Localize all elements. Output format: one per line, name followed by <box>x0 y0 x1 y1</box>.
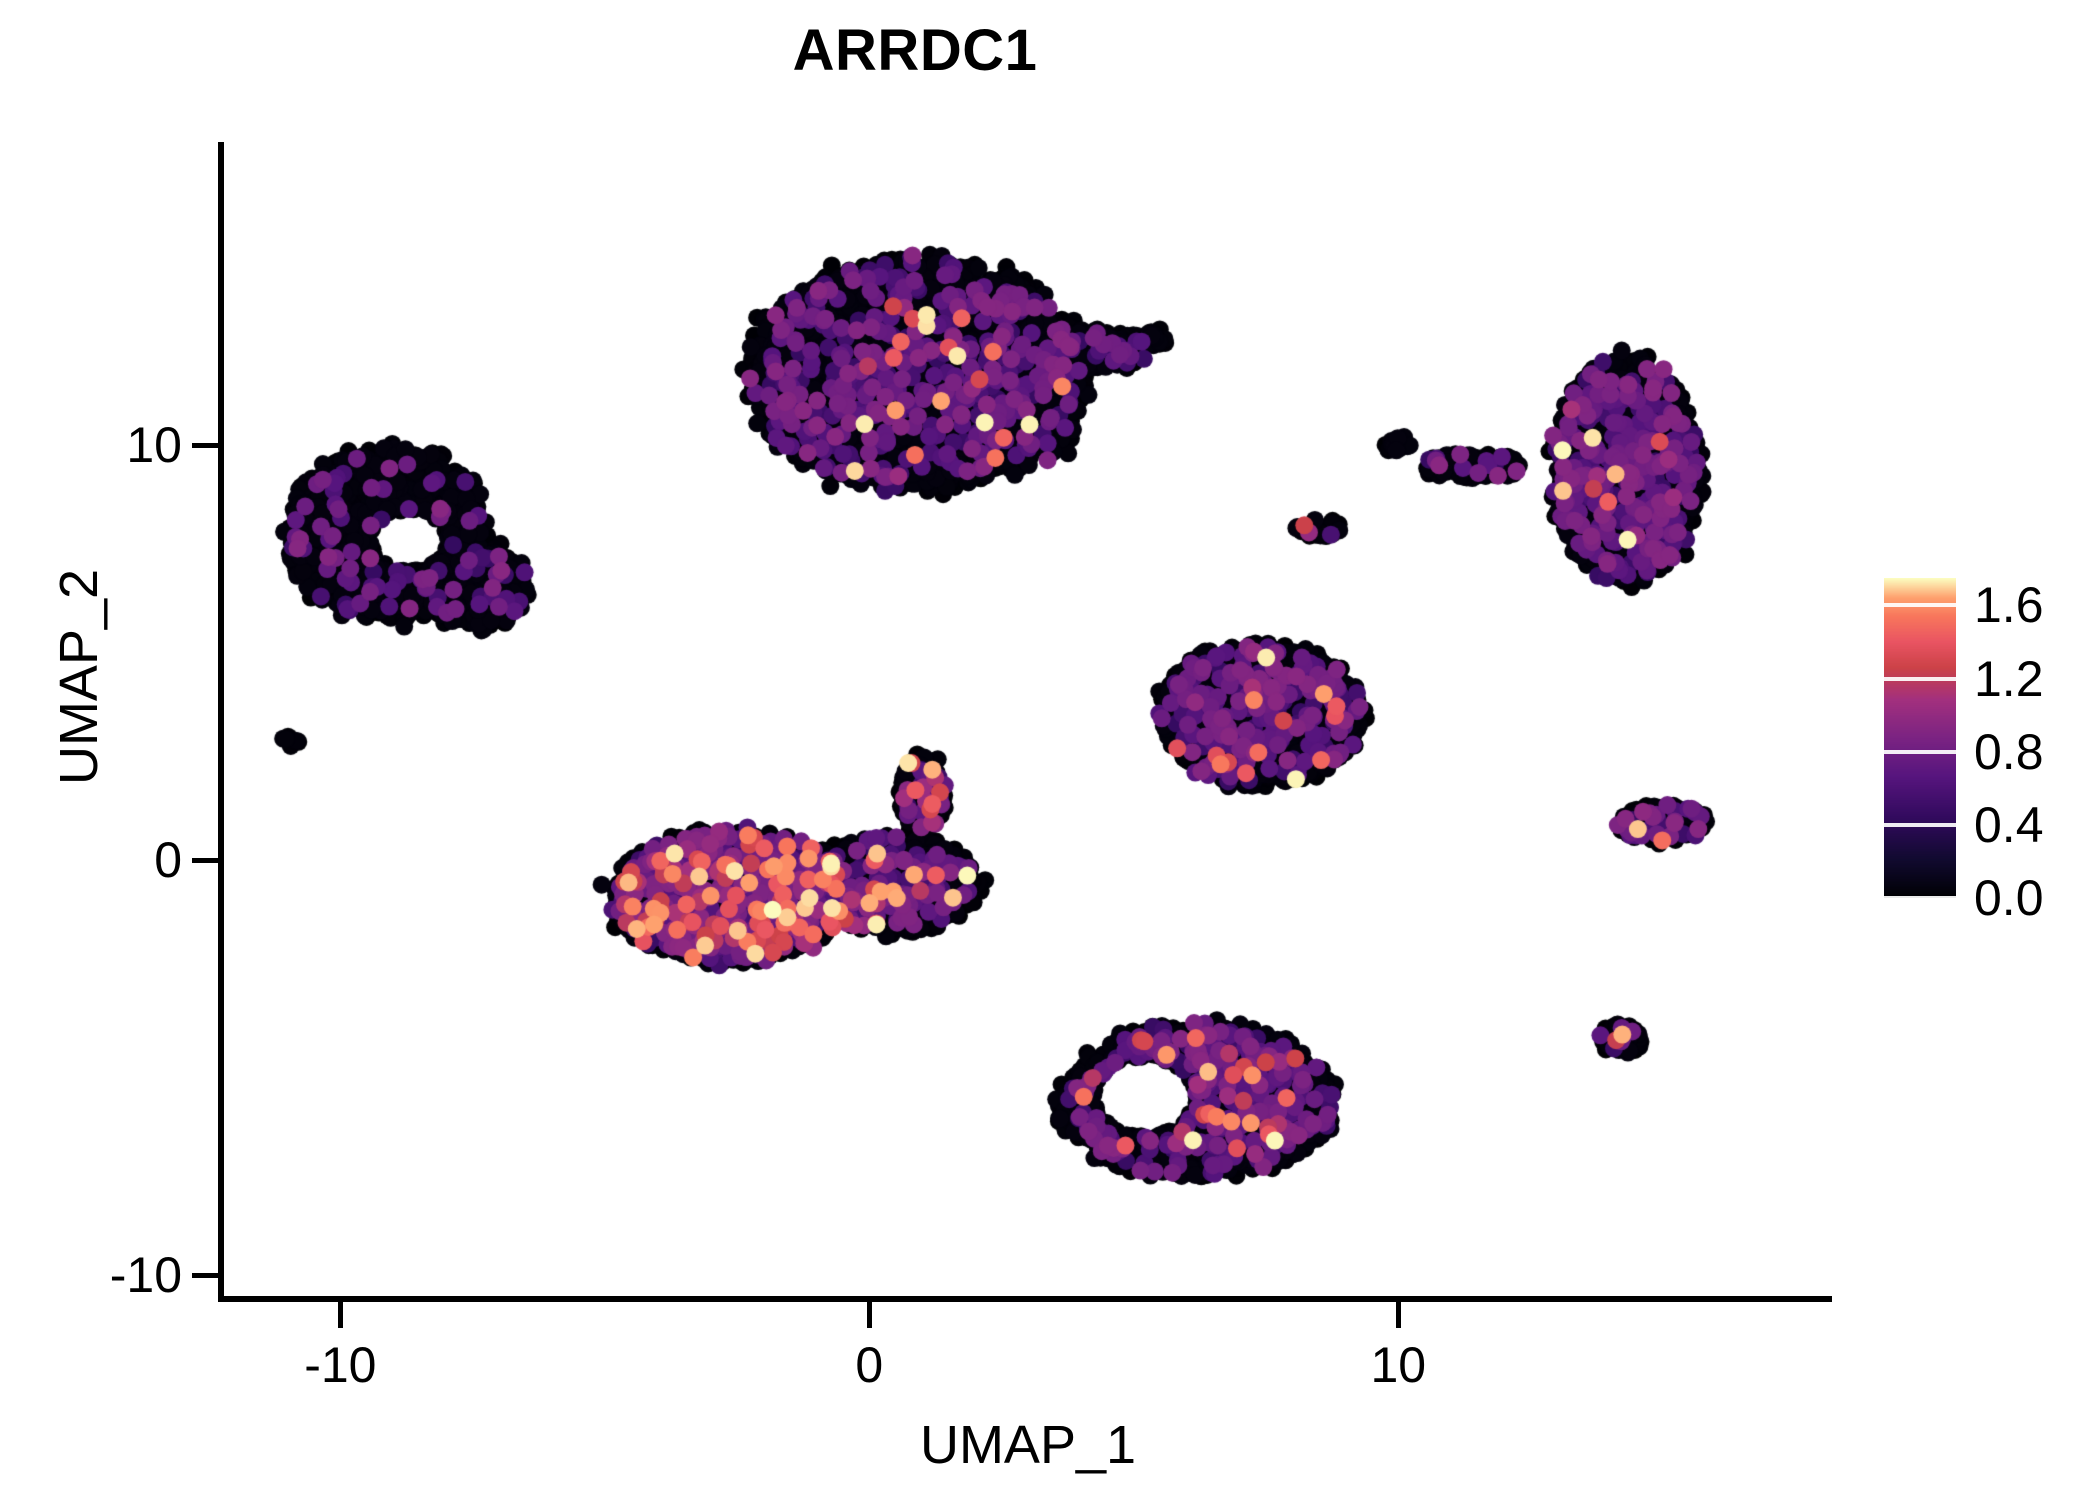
x-tick-label: 10 <box>1370 1337 1427 1393</box>
scatter-canvas <box>224 142 1832 1300</box>
colorbar-tick-mark <box>1884 896 1956 900</box>
y-tick-label: -10 <box>109 1247 182 1304</box>
colorbar-tick-label: 1.6 <box>1974 577 2044 634</box>
colorbar-tick-label: 0.4 <box>1974 796 2044 853</box>
y-axis-title: UMAP_2 <box>49 568 109 786</box>
x-tick-mark <box>338 1302 344 1328</box>
y-axis-line <box>218 142 224 1302</box>
x-axis-title: UMAP_1 <box>919 1415 1137 1475</box>
page-title: ARRDC1 <box>792 18 1038 83</box>
x-tick-label: -10 <box>304 1337 377 1393</box>
colorbar-gradient <box>1884 578 1956 898</box>
x-tick-label: 0 <box>855 1337 884 1393</box>
colorbar-tick-mark <box>1884 603 1956 608</box>
y-tick-mark <box>192 1273 218 1279</box>
colorbar-tick-label: 0.0 <box>1974 870 2044 926</box>
y-tick-label: 0 <box>154 832 182 889</box>
colorbar-legend: 0.0 0.4 0.8 1.2 1.6 <box>1884 577 2084 923</box>
y-tick-label: 10 <box>126 416 182 473</box>
x-tick-mark <box>1396 1302 1402 1328</box>
y-tick-mark <box>192 442 218 448</box>
colorbar-tick-label: 0.8 <box>1974 723 2044 780</box>
colorbar-tick-mark <box>1884 822 1956 827</box>
x-tick-mark <box>867 1302 873 1328</box>
colorbar-tick-label: 1.2 <box>1974 650 2044 707</box>
colorbar-tick-mark <box>1884 676 1956 681</box>
colorbar-tick-mark <box>1884 749 1956 754</box>
plot-panel <box>224 142 1832 1300</box>
y-tick-mark <box>192 858 218 864</box>
x-axis-line <box>218 1296 1832 1302</box>
